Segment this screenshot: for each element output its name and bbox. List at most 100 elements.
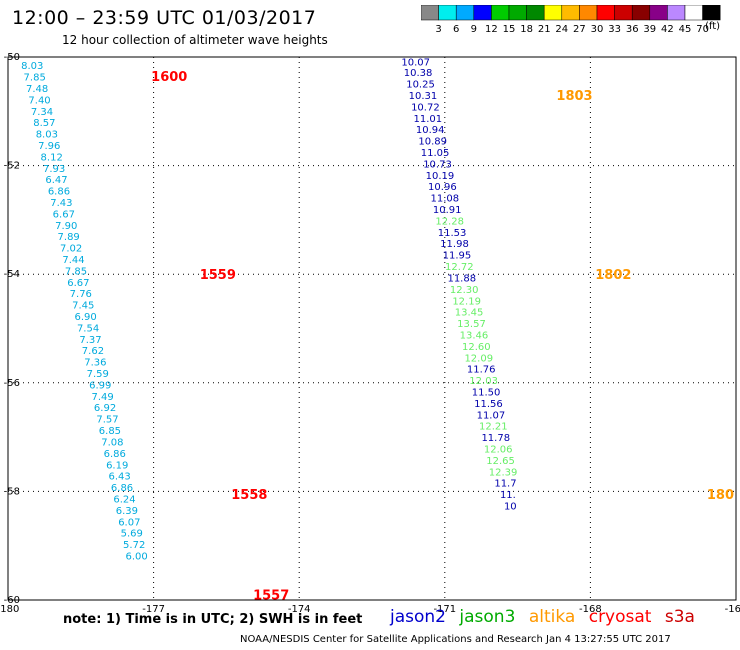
wave-height-value-altika: 11.56 [474, 399, 503, 410]
wave-height-value-cryosat: 6.47 [45, 175, 67, 186]
wave-height-value-cryosat: 7.08 [101, 437, 123, 448]
wave-height-value-altika: 11.50 [472, 387, 501, 398]
wave-height-value-cryosat: 6.24 [113, 494, 135, 505]
wave-height-value-cryosat: 7.90 [55, 221, 77, 232]
wave-height-value-cryosat: 7.62 [82, 346, 104, 357]
wave-height-value-altika: 10.25 [406, 80, 435, 91]
y-tick-label: -50 [4, 52, 20, 63]
wave-height-value-altika: 12.21 [479, 422, 508, 433]
wave-height-value-cryosat: 7.57 [96, 415, 118, 426]
wave-height-value-cryosat: 8.03 [36, 130, 58, 141]
wave-height-value-cryosat: 6.00 [125, 551, 147, 562]
wave-height-value-altika: 12.03 [469, 376, 498, 387]
wave-height-value-cryosat: 7.40 [28, 95, 50, 106]
wave-height-value-cryosat: 5.69 [121, 529, 143, 540]
wave-height-value-altika: 11.07 [477, 410, 506, 421]
wave-height-value-cryosat: 7.85 [65, 266, 87, 277]
colorbar-tick-label: 6 [453, 24, 459, 35]
wave-height-value-cryosat: 7.02 [60, 244, 82, 255]
legend-jason2: jason2 [390, 607, 446, 627]
wave-height-value-cryosat: 8.03 [21, 61, 43, 72]
wave-height-value-cryosat: 7.76 [70, 289, 92, 300]
credit-line: NOAA/NESDIS Center for Satellite Applica… [240, 634, 671, 645]
colorbar-tick-label: 12 [485, 24, 498, 35]
wave-height-value-cryosat: 6.67 [53, 209, 75, 220]
wave-height-value-altika: 11.01 [413, 114, 442, 125]
pass-time-label: 1803 [556, 89, 592, 104]
wave-height-value-cryosat: 7.85 [24, 73, 46, 84]
wave-height-value-altika: 13.57 [457, 319, 486, 330]
satellite-legend: jason2 jason3 altika cryosat s3a [390, 607, 703, 627]
wave-height-value-cryosat: 7.89 [58, 232, 80, 243]
colorbar-tick-label: 3 [435, 24, 441, 35]
legend-jason3: jason3 [459, 607, 516, 627]
colorbar-tick-label: 36 [626, 24, 639, 35]
wave-height-value-cryosat: 7.45 [72, 301, 94, 312]
wave-height-value-altika: 12.28 [435, 216, 464, 227]
wave-height-value-cryosat: 8.57 [33, 118, 55, 129]
plot-frame [7, 56, 737, 601]
wave-height-value-altika: 11.76 [467, 365, 496, 376]
wave-height-value-altika: 12.19 [452, 296, 481, 307]
x-tick-label: -180 [0, 604, 19, 615]
colorbar-tick-label: 21 [538, 24, 551, 35]
wave-height-value-altika: 12.06 [484, 445, 513, 456]
colorbar-tick-label: 42 [661, 24, 674, 35]
wave-height-value-cryosat: 6.85 [99, 426, 121, 437]
wave-height-value-cryosat: 7.48 [26, 84, 48, 95]
x-tick-label: -165 [725, 604, 740, 615]
chart-title: 12:00 – 23:59 UTC 01/03/2017 [12, 7, 317, 29]
wave-height-value-altika: 11.95 [443, 251, 472, 262]
wave-height-value-cryosat: 7.36 [84, 358, 106, 369]
wave-height-value-altika: 11.98 [440, 239, 469, 250]
pass-time-label: 1600 [151, 70, 187, 85]
wave-height-value-altika: 10.72 [411, 102, 440, 113]
wave-height-value-altika: 10.91 [433, 205, 462, 216]
wave-height-value-altika: 12.60 [462, 342, 491, 353]
wave-height-value-cryosat: 7.59 [87, 369, 109, 380]
x-tick-label: -171 [433, 604, 456, 615]
wave-height-value-altika: 10.19 [426, 171, 455, 182]
wave-height-value-altika: 11.88 [447, 273, 476, 284]
legend-s3a: s3a [664, 607, 695, 627]
x-tick-label: -177 [142, 604, 165, 615]
wave-height-value-cryosat: 6.19 [106, 460, 128, 471]
wave-height-value-cryosat: 7.54 [77, 323, 99, 334]
wave-height-value-altika: 13.46 [460, 330, 489, 341]
wave-height-value-altika: 10.07 [401, 57, 430, 68]
wave-height-value-cryosat: 6.92 [94, 403, 116, 414]
wave-height-value-cryosat: 6.43 [108, 472, 130, 483]
wave-height-value-altika: 11.08 [430, 194, 459, 205]
wave-height-value-altika: 11.78 [481, 433, 510, 444]
wave-height-value-altika: 12.65 [486, 456, 515, 467]
colorbar-tick-label: 33 [608, 24, 621, 35]
wave-height-value-altika: 12.39 [489, 467, 518, 478]
colorbar-tick-label: 24 [555, 24, 568, 35]
wave-height-value-altika: 11.7 [494, 479, 516, 490]
wave-height-value-altika: 13.45 [455, 308, 484, 319]
pass-time-label: 1559 [200, 268, 236, 283]
wave-height-value-altika: 10 [504, 502, 517, 513]
wave-height-value-altika: 10.89 [418, 137, 447, 148]
wave-height-value-cryosat: 7.49 [92, 392, 114, 403]
y-tick-label: -52 [4, 161, 20, 172]
wave-height-value-altika: 10.94 [416, 125, 445, 136]
wave-height-value-cryosat: 7.93 [43, 164, 65, 175]
pass-time-label: 1557 [253, 589, 289, 604]
colorbar-tick-label: 18 [520, 24, 533, 35]
colorbar-swatch [702, 5, 721, 21]
colorbar-tick-label: 27 [573, 24, 586, 35]
wave-height-value-cryosat: 7.37 [79, 335, 101, 346]
wave-height-value-altika: 12.09 [464, 353, 493, 364]
wave-height-value-altika: 10.96 [428, 182, 457, 193]
wave-height-value-cryosat: 6.39 [116, 506, 138, 517]
chart-subtitle: 12 hour collection of altimeter wave hei… [62, 33, 328, 47]
wave-height-value-cryosat: 6.99 [89, 380, 111, 391]
y-tick-label: -58 [4, 486, 20, 497]
colorbar-tick-label: 30 [591, 24, 604, 35]
legend-cryosat: cryosat [588, 607, 652, 627]
wave-height-value-cryosat: 8.12 [41, 152, 63, 163]
color-scale-legend: 3 6 9 12 15 18 21 24 27 30 33 36 39 42 45 70 [421, 5, 721, 35]
pass-time-label: 1802 [595, 268, 631, 283]
colorbar-tick-label: 9 [471, 24, 477, 35]
